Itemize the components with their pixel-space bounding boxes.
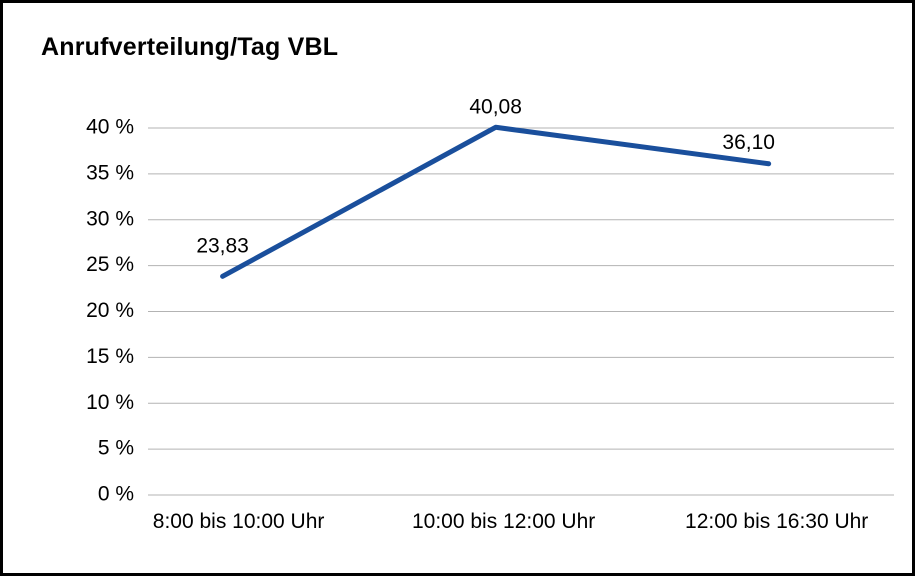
x-tick-label: 8:00 bis 10:00 Uhr (153, 510, 325, 533)
y-tick-label: 5 % (98, 437, 134, 460)
y-tick-label: 0 % (98, 483, 134, 506)
chart-title: Anrufverteilung/Tag VBL (41, 33, 339, 61)
point-label: 23,83 (196, 234, 249, 257)
y-tick-label: 20 % (86, 299, 134, 322)
y-tick-label: 15 % (86, 345, 134, 368)
line-chart: 0 % 5 % 10 % 15 % 20 % 25 % 30 % 35 % 40 % 23,83 4… (86, 95, 894, 533)
x-tick-label: 10:00 bis 12:00 Uhr (412, 510, 595, 533)
y-tick-label: 35 % (86, 161, 134, 184)
point-label: 40,08 (469, 95, 522, 118)
data-line (220, 124, 772, 279)
y-tick-label: 10 % (86, 391, 134, 414)
x-tick-label: 12:00 bis 16:30 Uhr (685, 510, 868, 533)
y-tick-label: 40 % (86, 116, 134, 139)
point-label: 36,10 (722, 131, 775, 154)
y-tick-label: 25 % (86, 253, 134, 276)
y-tick-label: 30 % (86, 207, 134, 230)
